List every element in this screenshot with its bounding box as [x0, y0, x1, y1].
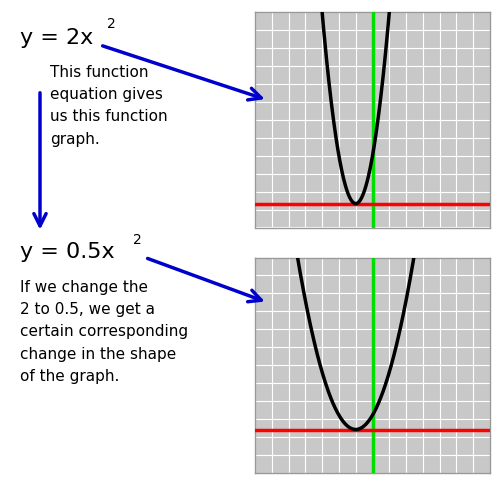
Text: y = 0.5x: y = 0.5x [20, 242, 114, 262]
Text: This function
equation gives
us this function
graph.: This function equation gives us this fun… [50, 65, 168, 146]
Text: 2: 2 [108, 18, 116, 32]
Text: If we change the
2 to 0.5, we get a
certain corresponding
change in the shape
of: If we change the 2 to 0.5, we get a cert… [20, 280, 188, 384]
Text: y = 2x: y = 2x [20, 28, 93, 48]
Text: 2: 2 [132, 232, 141, 246]
